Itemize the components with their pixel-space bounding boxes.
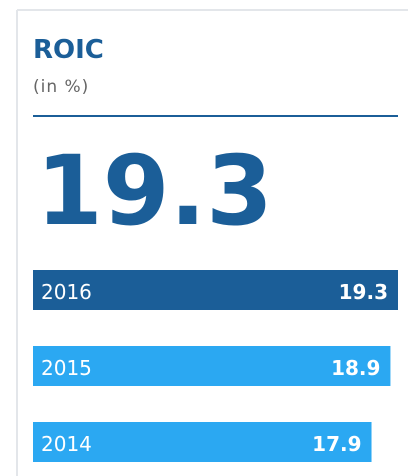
category-label: 2015 bbox=[41, 356, 92, 380]
category-label: 2016 bbox=[41, 280, 92, 304]
bar bbox=[33, 346, 391, 386]
bar bbox=[33, 270, 398, 310]
bar bbox=[33, 422, 372, 462]
category-label: 2014 bbox=[41, 432, 92, 456]
chart-subtitle: (in %) bbox=[33, 77, 89, 97]
headline-value: 19.3 bbox=[36, 135, 273, 247]
chart-title: ROIC bbox=[33, 35, 104, 65]
value-label: 19.3 bbox=[339, 280, 388, 304]
value-label: 17.9 bbox=[312, 432, 361, 456]
value-label: 18.9 bbox=[331, 356, 380, 380]
